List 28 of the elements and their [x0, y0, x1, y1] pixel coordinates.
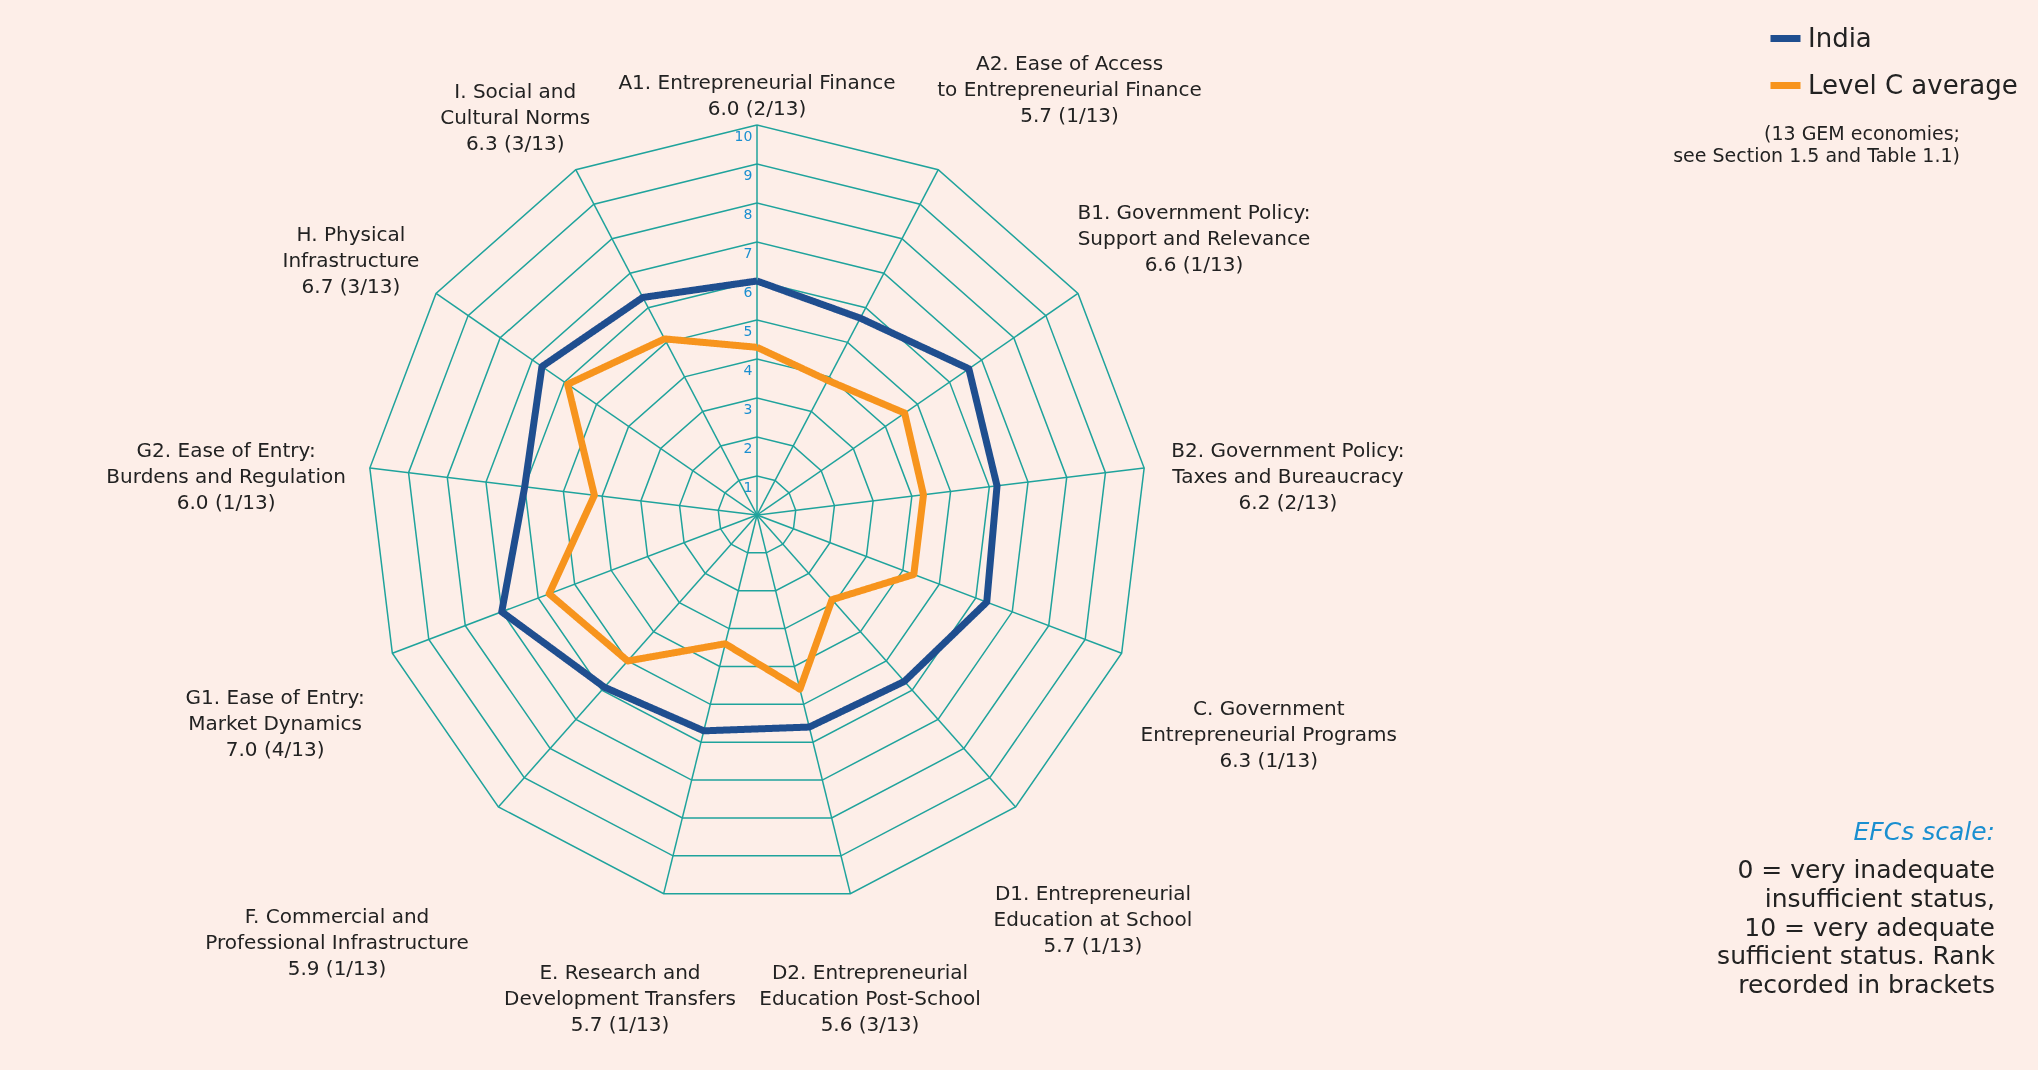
spoke-label: G1. Ease of Entry: Market Dynamics 7.0 (4/13) [185, 684, 365, 761]
y-tick-label: 10 [734, 128, 753, 144]
text: EFCs scale: [1853, 817, 1995, 846]
spoke-label: G2. Ease of Entry: Burdens and Regulation 6.0 (1/13) [106, 437, 346, 514]
spoke-label: D1. Entrepreneurial Education at School 5.7 (1/13) [993, 881, 1193, 958]
spoke-label: D2. Entrepreneurial Education Post-School 5.6 (3/13) [759, 960, 981, 1037]
y-tick-label: 7 [743, 245, 753, 261]
text: 0 = very inadequate insufficient status, 10 = very adequate sufficient status. Rank recorded in brackets [1717, 855, 1996, 999]
y-tick-label: 9 [743, 167, 753, 183]
y-tick-label: 8 [743, 206, 753, 222]
y-tick-label: 3 [743, 401, 753, 417]
legend-label: India [1808, 22, 1872, 53]
spoke-label: B1. Government Policy: Support and Relevance 6.6 (1/13) [1077, 200, 1311, 277]
y-tick-label: 2 [743, 440, 753, 456]
y-tick-label: 1 [743, 479, 753, 495]
y-tick-label: 4 [743, 362, 753, 378]
text: (13 GEM economies; see Section 1.5 and Table 1.1) [1673, 122, 1960, 166]
y-tick-label: 6 [743, 284, 753, 300]
spoke-label: H. Physical Infrastructure 6.7 (3/13) [282, 221, 420, 298]
spoke-label: A2. Ease of Access to Entrepreneurial Finance 5.7 (1/13) [937, 51, 1202, 128]
spoke-label: A1. Entrepreneurial Finance 6.0 (2/13) [618, 70, 896, 121]
y-tick-label: 5 [743, 323, 753, 339]
spoke-label: B2. Government Policy: Taxes and Bureaucracy 6.2 (2/13) [1171, 437, 1405, 514]
legend-label: Level C average [1808, 69, 2018, 100]
spoke-label: C. Government Entrepreneurial Programs 6.3 (1/13) [1140, 696, 1397, 773]
spoke-label: F. Commercial and Professional Infrastructure 5.9 (1/13) [205, 903, 469, 980]
spoke-label: I. Social and Cultural Norms 6.3 (3/13) [440, 79, 591, 156]
spoke-label: E. Research and Development Transfers 5.7 (1/13) [504, 960, 736, 1037]
